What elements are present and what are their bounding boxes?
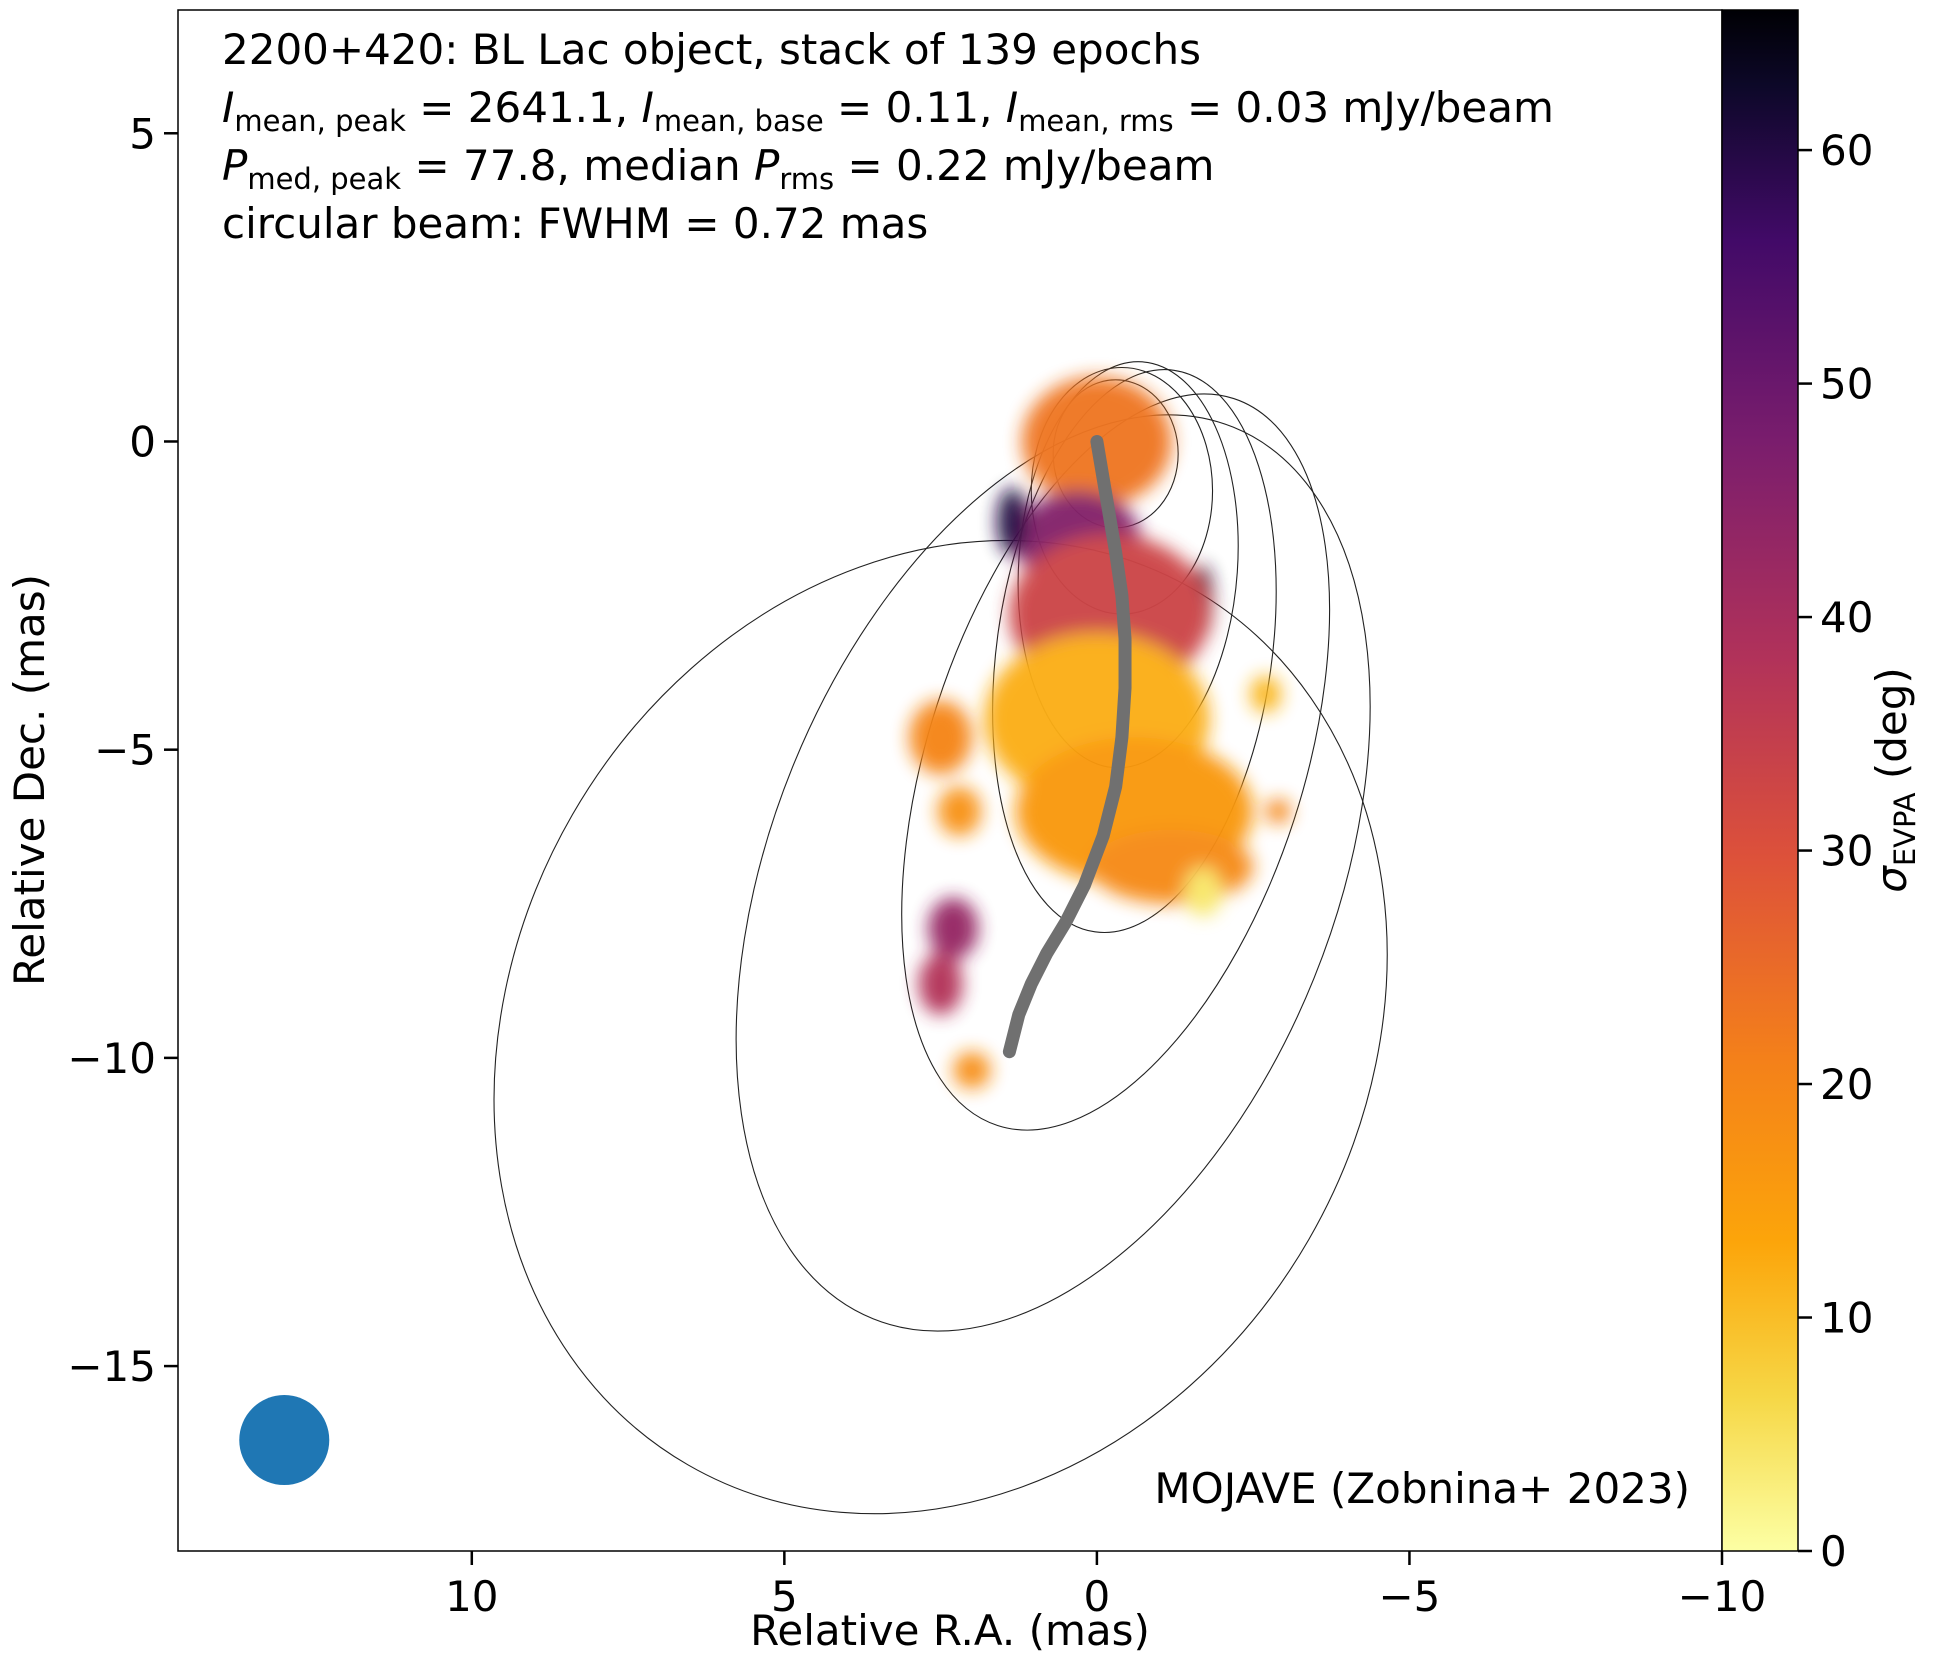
x-tick-label: 5 (771, 1572, 798, 1621)
intensity-contour (735, 414, 1371, 1332)
jet-ridgeline (1002, 434, 1132, 1059)
i-rms-value: 0.03 (1236, 83, 1330, 132)
unit-label-1: mJy/beam (1342, 83, 1553, 132)
info-line-3: Pmed, peak = 77.8, median Prms = 0.22 mJ… (222, 141, 1214, 196)
i-base-value: 0.11 (886, 83, 980, 132)
unit-label-2: mJy/beam (1003, 141, 1214, 190)
colorbar-title: σEVPA (deg) (1867, 667, 1922, 893)
evpa-sigma-region (928, 897, 979, 960)
evpa-sigma-region (1184, 866, 1222, 917)
p-peak-value: 77.8 (463, 141, 557, 190)
colorbar-tick-label: 60 (1820, 126, 1873, 175)
y-tick-label: −15 (67, 1342, 156, 1391)
x-axis-ticks: 10 5 0 −5 −10 (445, 1551, 1766, 1621)
beam-marker (239, 1395, 330, 1486)
y-axis-ticks: 5 0 −5 −10 −15 (67, 109, 178, 1391)
info-line-4: circular beam: FWHM = 0.72 mas (222, 199, 928, 248)
x-axis-title: Relative R.A. (mas) (750, 1606, 1150, 1655)
p-rms-value: 0.22 (896, 141, 990, 190)
source-credit: MOJAVE (Zobnina+ 2023) (1154, 1464, 1690, 1513)
x-tick-label: 0 (1084, 1572, 1111, 1621)
x-tick-label: −5 (1378, 1572, 1440, 1621)
evpa-sigma-region (909, 700, 972, 775)
evpa-sigma-region (1265, 798, 1291, 824)
y-tick-label: −10 (67, 1034, 156, 1083)
evpa-sigma-region (996, 487, 1029, 556)
i-peak-value: 2641.1 (468, 83, 615, 132)
y-tick-label: 0 (129, 417, 156, 466)
y-tick-label: 5 (129, 109, 156, 158)
colorbar-tick-label: 0 (1820, 1527, 1847, 1576)
evpa-sigma-region (1250, 675, 1282, 713)
y-tick-label: −5 (94, 726, 156, 775)
evpa-sigma-region (937, 786, 982, 836)
x-tick-label: 10 (445, 1572, 498, 1621)
colorbar-tick-label: 10 (1820, 1294, 1873, 1343)
colorbar-tick-label: 50 (1820, 360, 1873, 409)
evpa-sigma-region (953, 1051, 991, 1089)
plot-area (178, 10, 1722, 1551)
info-line-1: 2200+420: BL Lac object, stack of 139 ep… (222, 25, 1201, 74)
beam-circle (239, 1395, 330, 1486)
colorbar-tick-label: 40 (1820, 593, 1873, 642)
colorbar-tick-label: 30 (1820, 827, 1873, 876)
colorbar-tick-label: 20 (1820, 1060, 1873, 1109)
intensity-contour (992, 369, 1277, 934)
info-line-2: Imean, peak = 2641.1, Imean, base = 0.11… (222, 83, 1554, 138)
median-label: median (583, 141, 740, 190)
colorbar-ticks: 0 10 20 30 40 50 60 (1798, 126, 1873, 1576)
evpa-sigma-region (1090, 829, 1254, 904)
x-tick-label: −10 (1678, 1572, 1767, 1621)
colorbar (1721, 9, 1799, 1552)
evpa-sigma-region (918, 953, 963, 1015)
ridgeline-path (1002, 434, 1132, 1059)
y-axis-title: Relative Dec. (mas) (5, 574, 54, 986)
